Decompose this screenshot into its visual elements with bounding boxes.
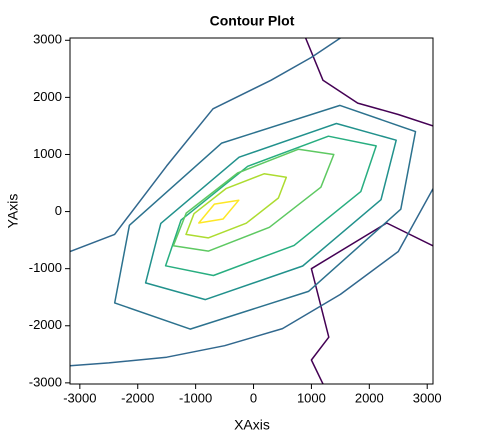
plot-frame bbox=[69, 37, 434, 385]
y-tick-label: -2000 bbox=[29, 317, 62, 332]
y-tick-label: -1000 bbox=[29, 260, 62, 275]
x-tick-label: -3000 bbox=[63, 390, 96, 405]
contour-line bbox=[185, 173, 288, 239]
x-tick-label: 3000 bbox=[413, 390, 442, 405]
contour-line bbox=[304, 38, 433, 127]
y-tick-label: 1000 bbox=[33, 146, 62, 161]
contour-line bbox=[144, 122, 397, 301]
y-axis-title: YAxis bbox=[5, 194, 21, 229]
contour-line bbox=[113, 104, 417, 330]
y-tick-label: 3000 bbox=[33, 32, 62, 47]
plot-area bbox=[70, 38, 433, 384]
chart-title: Contour Plot bbox=[210, 13, 295, 29]
contour-line bbox=[70, 188, 433, 367]
contour-line bbox=[310, 222, 433, 384]
contour-line bbox=[198, 199, 240, 224]
y-tick-label: -3000 bbox=[29, 374, 62, 389]
x-tick-label: -1000 bbox=[179, 390, 212, 405]
y-tick-label: 0 bbox=[55, 203, 62, 218]
contour-line bbox=[70, 38, 341, 253]
x-tick-label: 1000 bbox=[297, 390, 326, 405]
y-tick-label: 2000 bbox=[33, 89, 62, 104]
contour-line bbox=[164, 135, 377, 277]
x-tick-label: 0 bbox=[250, 390, 257, 405]
x-tick-label: 2000 bbox=[355, 390, 384, 405]
contour-line bbox=[172, 148, 335, 252]
x-axis-title: XAxis bbox=[234, 417, 270, 433]
x-tick-label: -2000 bbox=[121, 390, 154, 405]
